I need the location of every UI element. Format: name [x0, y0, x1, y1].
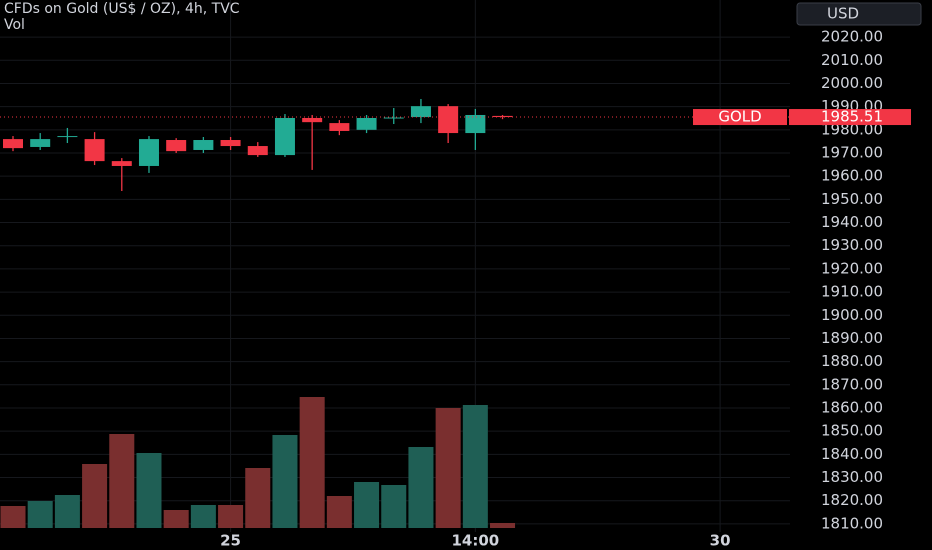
volume-bar — [163, 510, 189, 528]
y-tick-label: 2020.00 — [821, 28, 883, 46]
y-tick-label: 1910.00 — [821, 283, 883, 301]
volume-bar — [27, 501, 53, 528]
y-tick-label: 1860.00 — [821, 398, 883, 416]
candle-body — [356, 117, 377, 130]
y-tick-label: 1810.00 — [821, 514, 883, 532]
x-tick-label: 25 — [220, 532, 241, 550]
marks — [0, 98, 516, 528]
volume-title: Vol — [4, 17, 25, 33]
last-price-name: GOLD — [718, 108, 761, 126]
volume-bar — [490, 523, 516, 528]
y-tick-label: 1930.00 — [821, 236, 883, 254]
candle-body — [492, 115, 513, 118]
y-tick-label: 1820.00 — [821, 491, 883, 509]
candle-body — [30, 139, 51, 147]
last-price-name-box — [693, 109, 787, 126]
volume-bar — [109, 434, 135, 528]
candle-body — [2, 139, 23, 149]
candle-body — [138, 139, 159, 166]
volume-bar — [326, 496, 352, 528]
volume-bar — [299, 397, 325, 528]
candle-body — [247, 146, 268, 156]
volume-bar — [354, 482, 380, 528]
candle-body — [57, 136, 78, 138]
chart-title: CFDs on Gold (US$ / OZ), 4h, TVC — [4, 1, 240, 17]
volume-bar — [245, 468, 271, 528]
last-price-label: 1985.51 — [821, 108, 883, 126]
candle-body — [465, 114, 486, 134]
candle-body — [329, 123, 350, 131]
y-tick-label: 1900.00 — [821, 306, 883, 324]
candle-body — [220, 140, 241, 147]
volume-bar — [381, 485, 407, 528]
volume-bar — [0, 506, 26, 528]
y-tick-label: 1950.00 — [821, 190, 883, 208]
volume-bar — [462, 405, 488, 528]
candle-body — [84, 139, 105, 162]
candle-body — [111, 161, 132, 166]
volume-bar — [408, 447, 434, 528]
y-tick-label: 2000.00 — [821, 74, 883, 92]
candle-body — [193, 140, 214, 150]
volume-bar — [136, 453, 162, 528]
y-tick-label: 1960.00 — [821, 167, 883, 185]
candle-body — [274, 117, 295, 156]
y-tick-label: 1850.00 — [821, 422, 883, 440]
x-tick-label: 14:00 — [451, 532, 499, 550]
y-tick-label: 1830.00 — [821, 468, 883, 486]
y-tick-label: 1880.00 — [821, 352, 883, 370]
candle-body — [383, 117, 404, 119]
candle-body — [410, 106, 431, 118]
currency-label[interactable]: USD — [827, 5, 859, 23]
volume-bar — [435, 408, 461, 528]
y-tick-label: 1840.00 — [821, 445, 883, 463]
y-tick-label: 2010.00 — [821, 51, 883, 69]
x-tick-label: 30 — [710, 532, 731, 550]
candle-body — [438, 106, 459, 134]
volume-bar — [54, 495, 80, 528]
y-tick-label: 1890.00 — [821, 329, 883, 347]
y-tick-label: 1870.00 — [821, 375, 883, 393]
y-tick-label: 1970.00 — [821, 143, 883, 161]
y-tick-label: 1940.00 — [821, 213, 883, 231]
volume-bar — [218, 505, 244, 528]
candle-body — [302, 117, 323, 123]
currency-button[interactable] — [796, 2, 922, 26]
volume-bar — [190, 505, 216, 528]
volume-bar — [272, 435, 298, 528]
y-tick-label: 1920.00 — [821, 259, 883, 277]
last-price-box — [789, 109, 911, 126]
candle-body — [166, 140, 187, 152]
volume-bar — [82, 464, 108, 528]
